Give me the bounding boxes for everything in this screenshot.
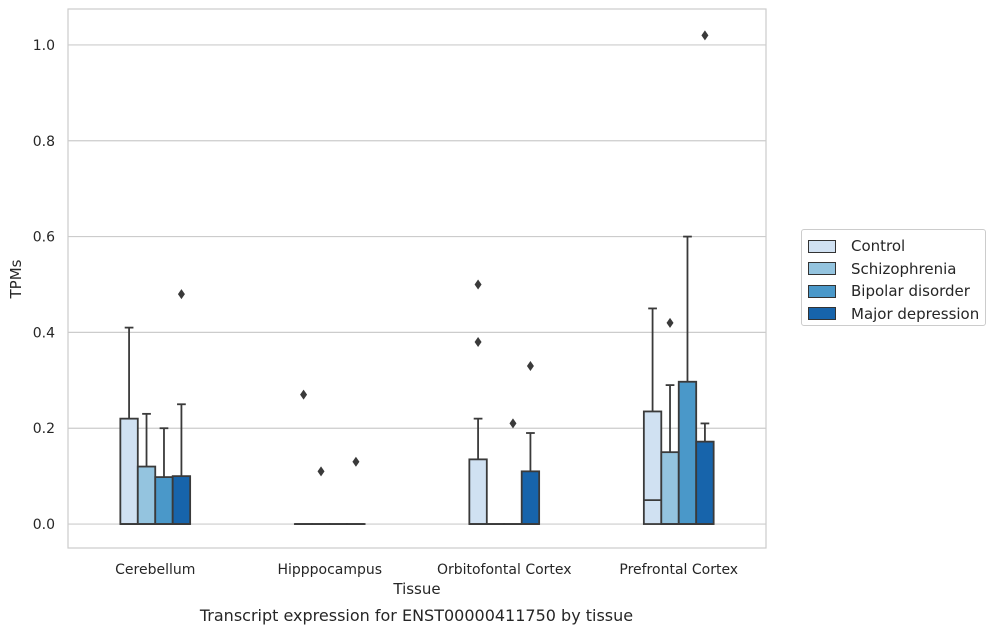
outlier-point <box>300 389 308 400</box>
legend-label: Bipolar disorder <box>851 282 970 301</box>
box-control <box>119 326 139 525</box>
outlier-point <box>509 418 517 429</box>
legend: Control Schizophrenia Bipolar disorder Majo… <box>801 229 986 326</box>
box-body <box>154 476 174 525</box>
y-tick-label: 0.6 <box>33 230 55 246</box>
box-bipolar-disorder <box>154 427 174 525</box>
y-tick-label: 0.4 <box>33 325 55 341</box>
box-bipolar-disorder <box>677 235 698 525</box>
x-axis-label: Tissue <box>392 580 440 598</box>
box-body <box>642 410 663 525</box>
outlier-point <box>474 336 482 347</box>
box-body <box>660 451 680 525</box>
y-tick-label: 0.8 <box>33 134 55 150</box>
outlier-point <box>352 456 360 467</box>
legend-item: Control <box>808 235 985 258</box>
plot-boxes <box>119 30 715 525</box>
box-major-depression <box>520 360 541 525</box>
legend-swatch <box>808 262 836 276</box>
legend-label: Schizophrenia <box>851 259 957 278</box>
box-schizophrenia <box>660 317 680 525</box>
box-body <box>468 458 488 525</box>
outlier-point <box>526 360 534 371</box>
box-body <box>171 475 192 525</box>
box-body <box>677 380 698 525</box>
outlier-point <box>317 466 325 477</box>
x-tick-label: Hipppocampus <box>277 562 382 578</box>
box-schizophrenia <box>311 466 331 525</box>
outlier-point <box>701 30 709 41</box>
legend-label: Major depression <box>851 304 980 323</box>
y-tick-label: 1.0 <box>33 38 55 54</box>
legend-swatch <box>808 284 836 298</box>
plot-frame <box>67 8 767 549</box>
box-control <box>642 307 663 525</box>
outlier-point <box>474 279 482 290</box>
box-body <box>136 465 157 525</box>
y-axis-label: TPMs <box>7 259 25 299</box>
legend-swatch <box>808 239 836 253</box>
legend-item: Bipolar disorder <box>808 280 985 303</box>
x-tick-labels: Cerebellum Hipppocampus Orbitofontal Corte… <box>115 562 738 578</box>
box-control <box>293 389 314 525</box>
x-tick-label: Cerebellum <box>115 562 195 578</box>
y-tick-label: 0.0 <box>33 517 55 533</box>
x-tick-label: Prefrontal Cortex <box>619 562 738 578</box>
box-major-depression <box>171 289 192 525</box>
outlier-point <box>177 289 185 300</box>
legend-item: Major depression <box>808 303 985 326</box>
outlier-point <box>666 317 674 328</box>
box-body <box>119 417 139 525</box>
box-schizophrenia <box>136 412 157 525</box>
box-body <box>695 440 715 525</box>
legend-label: Control <box>851 237 906 256</box>
legend-item: Schizophrenia <box>808 258 985 281</box>
x-tick-label: Orbitofontal Cortex <box>437 562 572 578</box>
y-tick-labels: 0.0 0.2 0.4 0.6 0.8 1.0 <box>33 38 55 533</box>
y-tick-label: 0.2 <box>33 421 55 437</box>
box-bipolar-disorder <box>503 418 523 525</box>
box-control <box>468 279 488 525</box>
box-major-depression <box>695 30 715 525</box>
legend-swatch <box>808 307 836 321</box>
figure-caption: Transcript expression for ENST0000041175… <box>199 606 634 625</box>
box-major-depression <box>346 456 366 525</box>
box-body <box>520 470 541 525</box>
